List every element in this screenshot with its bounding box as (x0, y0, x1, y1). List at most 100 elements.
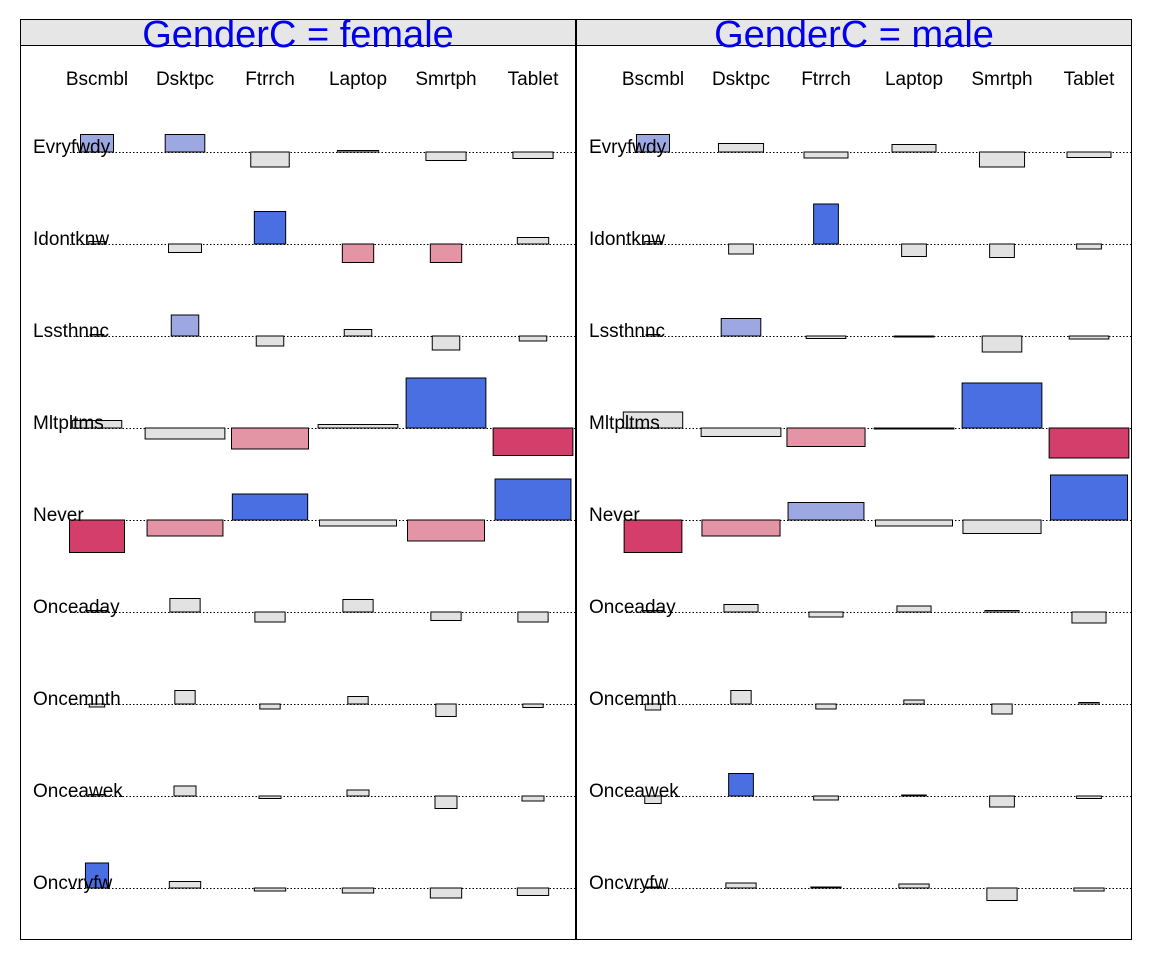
cell-bar (989, 243, 1015, 258)
cell-bar (728, 243, 754, 255)
cell-bar (891, 144, 937, 153)
cell-bar (86, 610, 108, 613)
cell-bar (901, 243, 927, 257)
cell-bar (720, 318, 762, 337)
cell-bar (69, 519, 125, 553)
cell-bar (644, 241, 662, 245)
cell-bar (622, 411, 684, 429)
column-label: Dsktpc (712, 69, 770, 90)
cell-bar (896, 605, 932, 613)
cell-bar (991, 703, 1013, 715)
cell-bar (518, 335, 548, 342)
column-label: Smrtph (971, 69, 1032, 90)
cell-bar (259, 703, 281, 710)
cell-bar (700, 427, 782, 437)
cell-bar (645, 334, 661, 337)
cell-bar (517, 611, 549, 623)
column-label: Bscmbl (66, 69, 128, 90)
row-label: Idontknw (589, 229, 665, 250)
column-label: Laptop (329, 69, 387, 90)
cell-bar (168, 243, 202, 253)
cell-bar (494, 478, 572, 521)
cell-bar (873, 427, 955, 430)
panel-strip (576, 19, 1132, 46)
column-label: Ftrrch (801, 69, 851, 90)
row-label: Idontknw (33, 229, 109, 250)
cell-bar (810, 886, 842, 889)
cell-bar (984, 610, 1020, 613)
cell-bar (347, 696, 369, 705)
cell-bar (701, 519, 781, 537)
cell-bar (1076, 795, 1102, 799)
cell-bar (343, 329, 373, 337)
cell-bar (170, 314, 200, 337)
row-label: Evryfwdy (589, 137, 667, 158)
row-label: Lssthnnc (33, 321, 109, 342)
cell-bar (805, 335, 847, 339)
cell-bar (803, 151, 849, 159)
column-label: Dsktpc (156, 69, 214, 90)
cell-bar (429, 887, 463, 899)
row-label: Oncemnth (589, 689, 677, 710)
cell-bar (231, 427, 309, 450)
cell-bar (168, 881, 202, 889)
cell-bar (1073, 887, 1105, 892)
cell-bar (961, 382, 1043, 429)
cell-bar (431, 335, 461, 351)
cell-bar (169, 598, 201, 613)
cell-bar (642, 610, 664, 613)
cell-bar (1078, 702, 1100, 705)
cell-bar (962, 519, 1042, 534)
cell-bar (173, 785, 197, 797)
cell-bar (425, 151, 467, 161)
row-label: Evryfwdy (33, 137, 111, 158)
cell-bar (146, 519, 224, 537)
cell-bar (728, 773, 754, 797)
cell-bar (808, 611, 844, 618)
cell-bar (644, 886, 662, 889)
row-label: Oncemnth (33, 689, 121, 710)
cell-bar (405, 377, 487, 429)
cell-bar (429, 243, 463, 263)
column-label: Tablet (1064, 69, 1115, 90)
cell-bar (164, 134, 206, 153)
cell-bar (89, 334, 105, 337)
cell-bar (903, 699, 925, 705)
column-label: Smrtph (415, 69, 476, 90)
cell-bar (815, 703, 837, 710)
cell-bar (644, 795, 662, 804)
cell-bar (317, 424, 399, 429)
panel-strip (20, 19, 576, 46)
cell-bar (71, 420, 123, 429)
column-label: Ftrrch (245, 69, 295, 90)
cell-bar (434, 795, 458, 809)
cell-bar (730, 690, 752, 705)
cell-bar (893, 335, 935, 338)
cell-bar (84, 862, 110, 889)
cell-bar (258, 795, 282, 799)
cell-bar (723, 604, 759, 613)
cell-bar (1050, 474, 1128, 521)
cell-bar (636, 134, 670, 153)
column-label: Tablet (508, 69, 559, 90)
row-label: Onceawek (33, 781, 123, 802)
cell-bar (1068, 335, 1110, 340)
cell-bar (174, 690, 196, 705)
cell-bar (717, 143, 765, 153)
cell-bar (901, 794, 927, 797)
column-label: Laptop (885, 69, 943, 90)
cell-bar (346, 789, 370, 797)
cell-bar (989, 795, 1015, 808)
cell-bar (492, 427, 574, 456)
cell-bar (1066, 151, 1112, 158)
cell-bar (978, 151, 1026, 168)
cell-bar (430, 611, 462, 621)
cell-bar (522, 703, 544, 708)
cell-bar (144, 427, 226, 440)
cell-bar (1071, 611, 1107, 624)
cell-bar (725, 882, 757, 889)
row-label: Mltpltms (33, 413, 104, 434)
cell-bar (253, 211, 287, 245)
cell-bar (250, 151, 290, 168)
